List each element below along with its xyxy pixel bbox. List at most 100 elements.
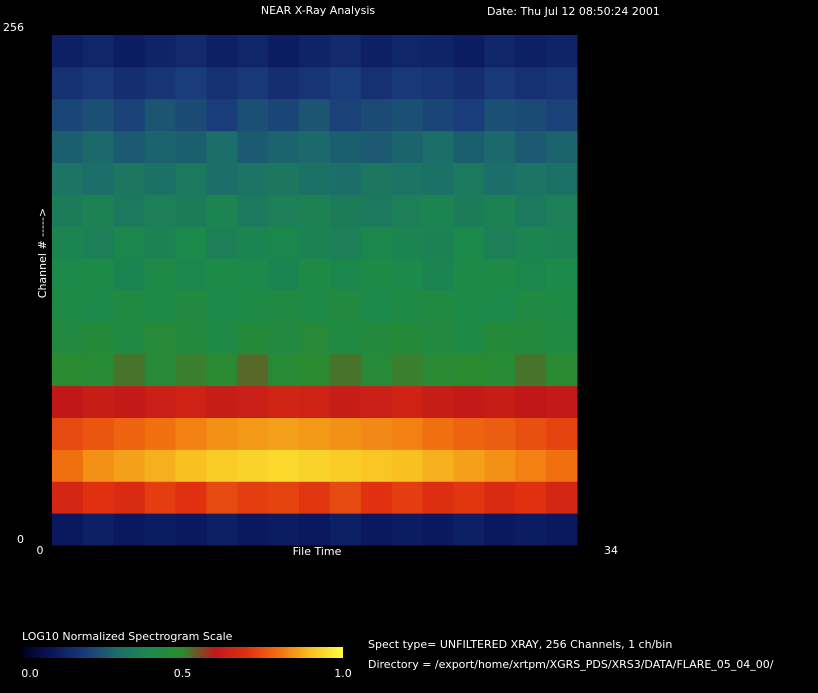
heatmap-cell (515, 66, 547, 100)
heatmap-cell (422, 130, 454, 163)
heatmap-cell (237, 226, 269, 259)
heatmap-cell (422, 162, 454, 195)
heatmap-cell (113, 258, 146, 291)
heatmap-cell (515, 449, 547, 482)
heatmap-cell (206, 353, 238, 387)
heatmap-cell (52, 385, 84, 418)
heatmap-cell (546, 162, 578, 195)
heatmap-cell (391, 321, 424, 355)
y-tick-label: 0 (17, 533, 24, 546)
heatmap-cell (144, 162, 177, 195)
heatmap-cell (391, 194, 424, 227)
heatmap-cell (82, 417, 115, 450)
heatmap-cell (175, 449, 207, 482)
heatmap-cell (515, 290, 547, 323)
heatmap-cell (515, 194, 547, 227)
heatmap-cell (113, 98, 146, 132)
heatmap-cell (546, 194, 578, 227)
heatmap-cell (453, 98, 485, 132)
heatmap-cell (237, 417, 269, 450)
heatmap-cell (299, 162, 331, 195)
heatmap-cell (546, 35, 578, 68)
heatmap-cell (82, 385, 115, 418)
heatmap-cell (391, 226, 424, 259)
heatmap-cell (175, 385, 207, 418)
heatmap-cell (268, 385, 300, 418)
heatmap-cell (422, 290, 454, 323)
heatmap-cell (329, 130, 362, 163)
heatmap-cell (422, 35, 454, 68)
heatmap-cell (484, 353, 516, 387)
heatmap-cell (515, 385, 547, 418)
heatmap-cell (144, 290, 177, 323)
heatmap-cell (422, 194, 454, 227)
heatmap-cell (175, 130, 207, 163)
heatmap-cell (299, 35, 331, 68)
heatmap-cell (52, 417, 84, 450)
heatmap-cell (329, 449, 362, 482)
heatmap-cell (391, 513, 424, 546)
heatmap-cell (237, 35, 269, 68)
heatmap-cell (113, 66, 146, 100)
heatmap-cell (299, 226, 331, 259)
heatmap-cell (299, 385, 331, 418)
heatmap-cell (484, 258, 516, 291)
x-axis-label: File Time (293, 545, 342, 558)
heatmap-cell (515, 417, 547, 450)
heatmap-cell (299, 513, 331, 546)
heatmap-cell (360, 481, 393, 514)
x-tick-label: 0 (37, 544, 44, 557)
heatmap-cell (206, 226, 238, 259)
heatmap-cell (82, 321, 115, 355)
heatmap-cell (422, 98, 454, 132)
heatmap-cell (206, 449, 238, 482)
heatmap-cell (546, 449, 578, 482)
heatmap-cell (144, 258, 177, 291)
heatmap-cell (52, 290, 84, 323)
heatmap-cell (268, 130, 300, 163)
heatmap-cell (329, 35, 362, 68)
heatmap-cell (175, 481, 207, 514)
heatmap-cell (175, 162, 207, 195)
heatmap-cell (484, 162, 516, 195)
heatmap-cell (175, 98, 207, 132)
heatmap-cell (52, 513, 84, 546)
heatmap-cell (237, 258, 269, 291)
heatmap-cell (391, 417, 424, 450)
heatmap-cell (299, 258, 331, 291)
heatmap-cell (52, 449, 84, 482)
heatmap-cell (113, 162, 146, 195)
heatmap-cell (329, 258, 362, 291)
heatmap-cell (206, 513, 238, 546)
heatmap-cell (237, 353, 269, 387)
heatmap-cell (175, 66, 207, 100)
heatmap-cell (515, 513, 547, 546)
heatmap-cell (52, 194, 84, 227)
heatmap-cell (329, 194, 362, 227)
heatmap-cell (82, 162, 115, 195)
heatmap-cell (453, 226, 485, 259)
heatmap-cell (113, 385, 146, 418)
heatmap-cell (515, 162, 547, 195)
colorbar-tick-label: 0.0 (21, 667, 39, 680)
heatmap-cell (268, 417, 300, 450)
heatmap-cell (329, 417, 362, 450)
heatmap-cell (453, 321, 485, 355)
heatmap-cell (52, 258, 84, 291)
heatmap-cell (329, 513, 362, 546)
heatmap-cell (329, 98, 362, 132)
heatmap-cell (453, 449, 485, 482)
heatmap-cell (237, 98, 269, 132)
heatmap-cell (175, 226, 207, 259)
heatmap-cell (422, 481, 454, 514)
heatmap-cell (299, 66, 331, 100)
heatmap-cell (113, 417, 146, 450)
heatmap-cell (546, 321, 578, 355)
heatmap-cell (299, 321, 331, 355)
heatmap-cell (82, 513, 115, 546)
colorbar-title: LOG10 Normalized Spectrogram Scale (22, 630, 233, 643)
heatmap-cell (391, 481, 424, 514)
heatmap-cell (268, 353, 300, 387)
heatmap-cell (422, 66, 454, 100)
